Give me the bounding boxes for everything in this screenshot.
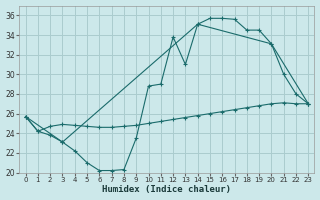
X-axis label: Humidex (Indice chaleur): Humidex (Indice chaleur) (102, 185, 231, 194)
